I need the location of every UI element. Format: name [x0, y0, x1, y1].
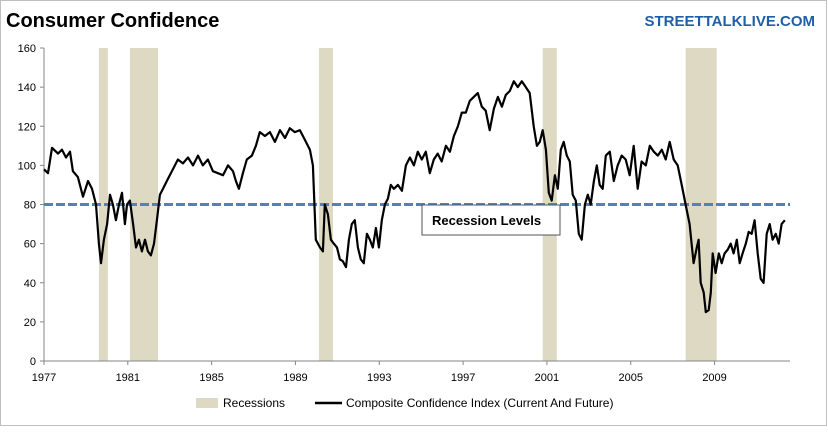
legend-label: Recessions	[223, 396, 285, 410]
y-tick-label: 80	[24, 200, 36, 212]
y-tick-label: 0	[30, 356, 36, 368]
y-tick-label: 160	[18, 43, 36, 55]
legend-swatch	[196, 398, 218, 408]
y-tick-label: 60	[24, 239, 36, 251]
x-tick-label: 1985	[199, 372, 223, 384]
x-tick-label: 1997	[451, 372, 475, 384]
x-tick-label: 2009	[702, 372, 726, 384]
annotation: Recession Levels	[432, 213, 541, 228]
x-tick-label: 1977	[32, 372, 56, 384]
watermark: STREETTALKLIVE.COM	[644, 13, 815, 30]
y-tick-label: 20	[24, 317, 36, 329]
y-tick-label: 140	[18, 82, 36, 94]
y-tick-label: 100	[18, 160, 36, 172]
y-tick-label: 120	[18, 121, 36, 133]
annotation-box	[421, 204, 561, 236]
x-tick-label: 1981	[116, 372, 140, 384]
x-tick-label: 2001	[535, 372, 559, 384]
series-line	[43, 80, 786, 314]
x-tick-label: 1993	[367, 372, 391, 384]
x-tick-label: 1989	[283, 372, 307, 384]
x-tick-label: 2005	[618, 372, 642, 384]
y-tick-label: 40	[24, 278, 36, 290]
legend-label: Composite Confidence Index (Current And …	[346, 396, 613, 410]
chart-title: Consumer Confidence	[6, 10, 219, 32]
recession-band	[98, 48, 108, 361]
